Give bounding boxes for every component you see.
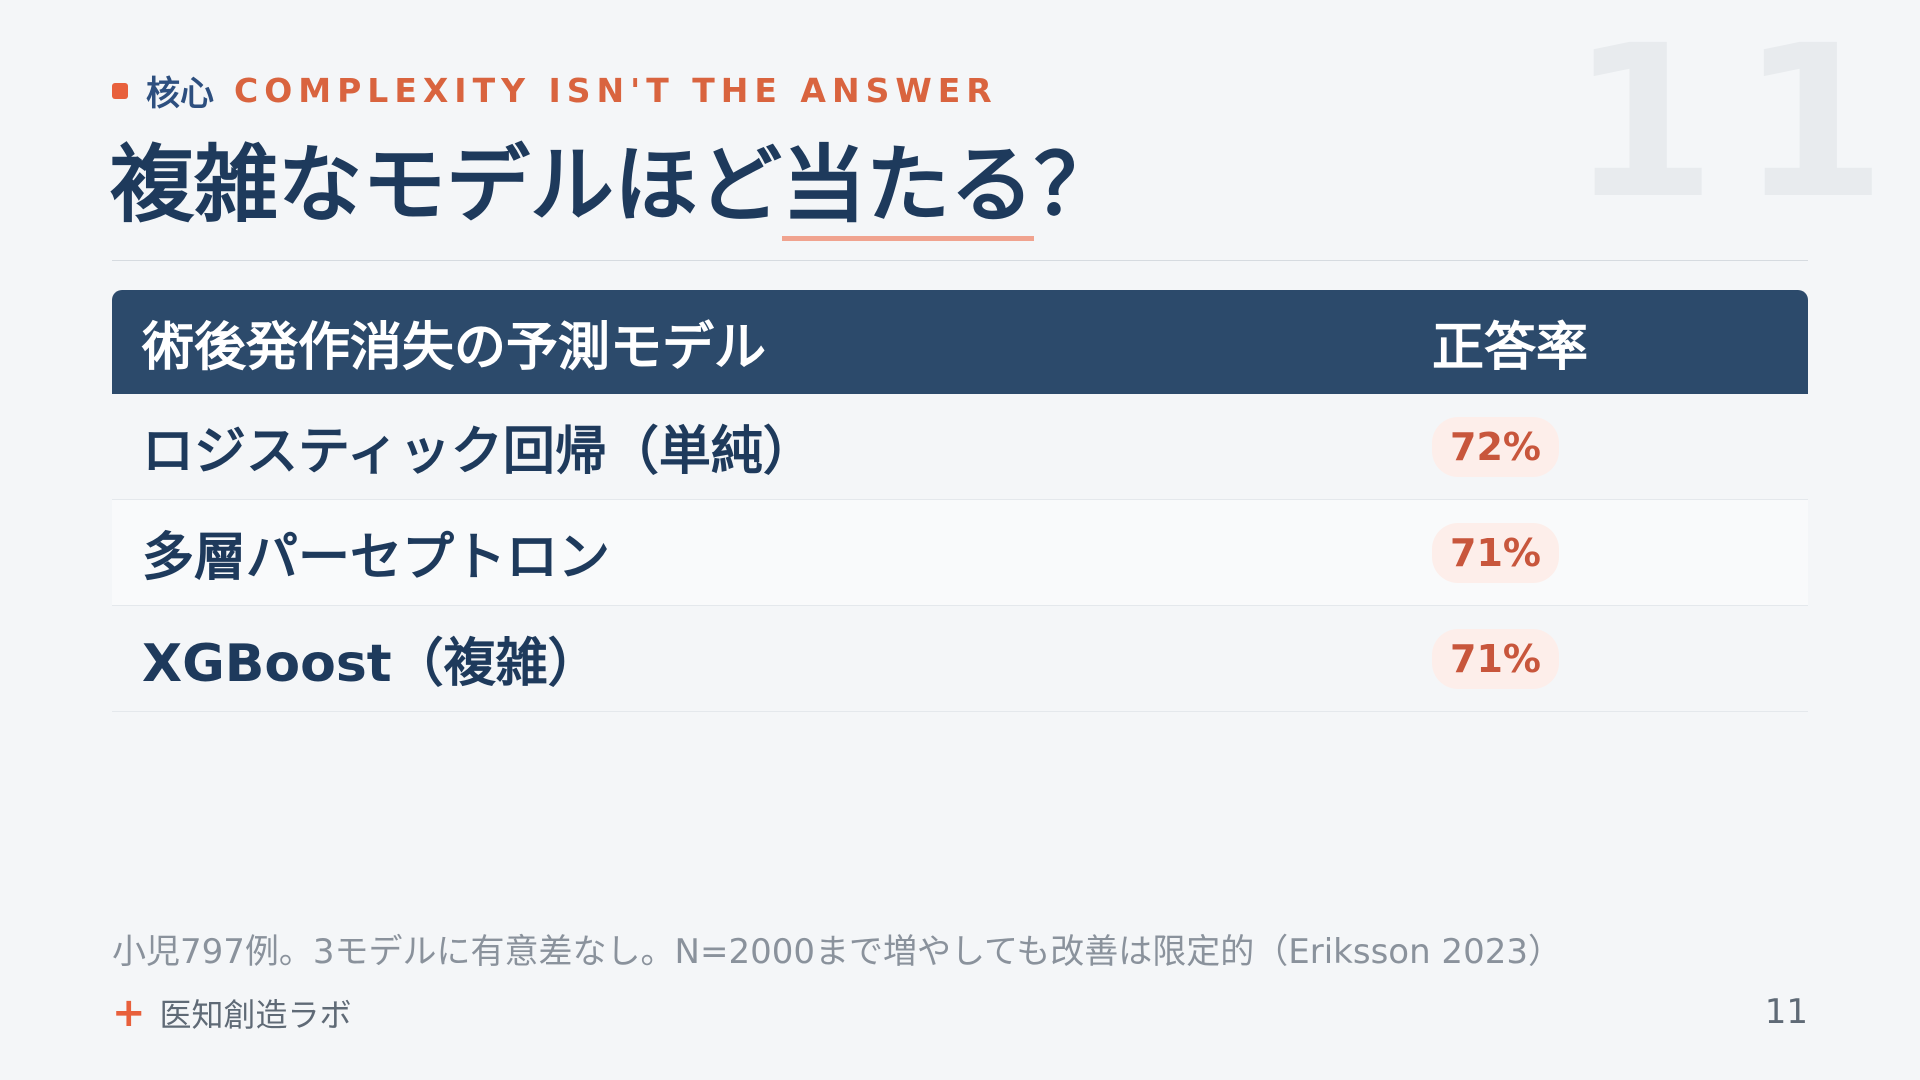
row-accuracy-cell: 72% bbox=[1432, 416, 1559, 477]
title-question-mark: ？ bbox=[1034, 136, 1119, 234]
row-model-name: 多層パーセプトロン bbox=[142, 528, 611, 588]
eyebrow: 核心 COMPLEXITY ISN'T THE ANSWER bbox=[112, 66, 998, 115]
row-model-name: XGBoost（複雑） bbox=[142, 634, 600, 694]
row-model-name: ロジスティック回帰（単純） bbox=[142, 422, 815, 482]
row-accuracy-cell: 71% bbox=[1432, 628, 1559, 689]
footnote: 小児797例。3モデルに有意差なし。N=2000まで増やしても改善は限定的（Er… bbox=[112, 932, 1562, 972]
table-header: 術後発作消失の予測モデル 正答率 bbox=[112, 290, 1808, 394]
eyebrow-english: COMPLEXITY ISN'T THE ANSWER bbox=[234, 71, 998, 110]
accuracy-badge: 71% bbox=[1432, 522, 1559, 583]
title-underlined-word: 当たる bbox=[782, 136, 1035, 241]
row-accuracy-cell: 71% bbox=[1432, 522, 1559, 583]
comparison-table: 術後発作消失の予測モデル 正答率 ロジスティック回帰（単純） 72% 多層パーセ… bbox=[112, 290, 1808, 712]
page-number: 11 bbox=[1764, 992, 1808, 1032]
table-row: XGBoost（複雑） 71% bbox=[112, 606, 1808, 712]
table-row: ロジスティック回帰（単純） 72% bbox=[112, 394, 1808, 500]
eyebrow-japanese: 核心 bbox=[146, 74, 214, 114]
brand-name: 医知創造ラボ bbox=[159, 996, 352, 1034]
slide-title: 複雑なモデルほど当たる？ bbox=[110, 135, 1119, 241]
accuracy-badge: 71% bbox=[1432, 628, 1559, 689]
footer-brand: + 医知創造ラボ bbox=[112, 990, 352, 1036]
square-marker-icon bbox=[112, 82, 128, 99]
table-row: 多層パーセプトロン 71% bbox=[112, 500, 1808, 606]
title-divider bbox=[112, 260, 1808, 261]
accuracy-badge: 72% bbox=[1432, 416, 1559, 477]
title-part-1: 複雑なモデルほど bbox=[110, 136, 783, 234]
background-slide-number: 11 bbox=[1570, 0, 1911, 245]
header-model: 術後発作消失の予測モデル bbox=[142, 317, 767, 378]
plus-icon: + bbox=[112, 990, 146, 1036]
header-accuracy: 正答率 bbox=[1432, 317, 1589, 378]
